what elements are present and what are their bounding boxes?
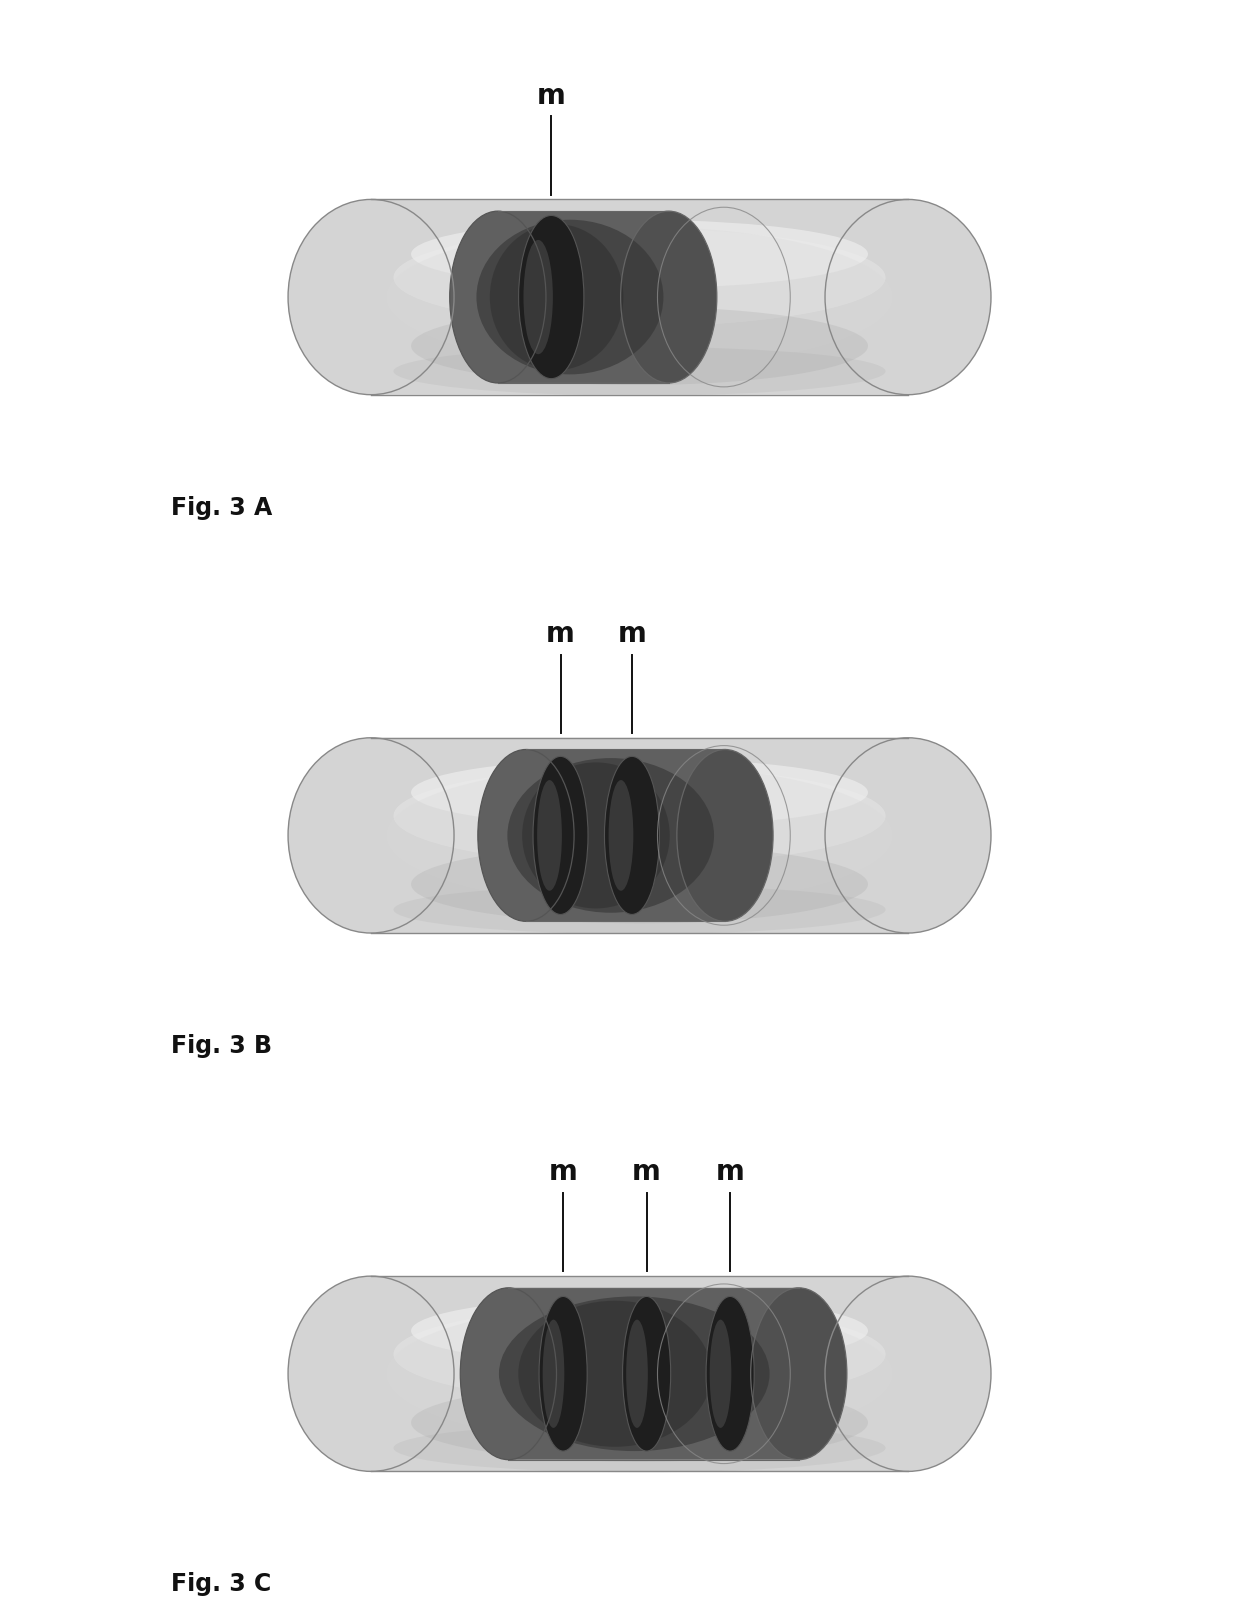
FancyBboxPatch shape: [371, 738, 908, 933]
Ellipse shape: [677, 749, 773, 921]
FancyBboxPatch shape: [508, 1288, 799, 1460]
Ellipse shape: [507, 757, 714, 913]
Text: Fig. 3 C: Fig. 3 C: [171, 1572, 272, 1596]
FancyBboxPatch shape: [526, 749, 725, 921]
Ellipse shape: [626, 1320, 647, 1427]
Ellipse shape: [825, 738, 991, 933]
Text: Fig. 3 B: Fig. 3 B: [171, 1033, 272, 1058]
Ellipse shape: [288, 738, 454, 933]
Ellipse shape: [518, 216, 584, 378]
Text: m: m: [546, 620, 575, 647]
Ellipse shape: [825, 200, 991, 394]
Ellipse shape: [460, 1288, 557, 1460]
Ellipse shape: [288, 1277, 454, 1471]
Ellipse shape: [393, 767, 885, 865]
Ellipse shape: [518, 1301, 712, 1447]
Ellipse shape: [387, 1304, 893, 1444]
Ellipse shape: [477, 749, 574, 921]
Ellipse shape: [537, 780, 562, 890]
Text: m: m: [618, 620, 646, 647]
Ellipse shape: [412, 845, 868, 923]
Ellipse shape: [543, 1320, 564, 1427]
FancyBboxPatch shape: [371, 1277, 908, 1471]
Ellipse shape: [604, 756, 660, 915]
Ellipse shape: [393, 886, 885, 934]
Ellipse shape: [387, 227, 893, 367]
FancyBboxPatch shape: [497, 211, 668, 383]
Text: m: m: [548, 1158, 578, 1186]
Ellipse shape: [476, 219, 663, 375]
Ellipse shape: [621, 211, 717, 383]
Ellipse shape: [539, 1296, 588, 1452]
Ellipse shape: [622, 1296, 671, 1452]
Ellipse shape: [412, 757, 868, 827]
Ellipse shape: [393, 1306, 885, 1403]
Ellipse shape: [533, 756, 588, 915]
Ellipse shape: [393, 229, 885, 326]
Text: m: m: [715, 1158, 744, 1186]
Ellipse shape: [523, 240, 553, 354]
Ellipse shape: [706, 1296, 754, 1452]
Ellipse shape: [522, 762, 670, 908]
Ellipse shape: [393, 347, 885, 396]
Text: m: m: [632, 1158, 661, 1186]
Ellipse shape: [412, 1384, 868, 1461]
Ellipse shape: [387, 766, 893, 905]
Ellipse shape: [490, 224, 624, 370]
Ellipse shape: [412, 307, 868, 384]
Ellipse shape: [393, 1424, 885, 1473]
Ellipse shape: [750, 1288, 847, 1460]
Ellipse shape: [288, 200, 454, 394]
Ellipse shape: [450, 211, 546, 383]
FancyBboxPatch shape: [371, 200, 908, 394]
Ellipse shape: [609, 780, 634, 890]
Ellipse shape: [498, 1296, 770, 1452]
Ellipse shape: [412, 221, 868, 289]
Ellipse shape: [825, 1277, 991, 1471]
Text: m: m: [537, 81, 565, 110]
Ellipse shape: [709, 1320, 732, 1427]
Ellipse shape: [412, 1296, 868, 1366]
Text: Fig. 3 A: Fig. 3 A: [171, 496, 272, 519]
